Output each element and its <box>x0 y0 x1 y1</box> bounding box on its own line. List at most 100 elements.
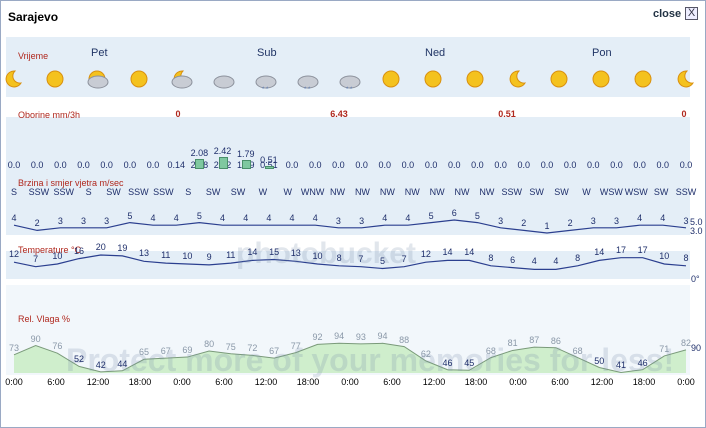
humidity-value: 86 <box>550 335 561 346</box>
day-label-sub: Sub <box>257 47 277 59</box>
wind-direction: SSW <box>675 187 697 197</box>
time-tick: 18:00 <box>464 377 488 387</box>
wind-speed-value: 3 <box>359 215 365 226</box>
wind-direction: WSW <box>599 187 623 197</box>
svg-text:* *: * * <box>304 87 311 91</box>
time-tick: 0:00 <box>341 377 359 387</box>
wind-direction: SSW <box>501 187 523 197</box>
watermark: Protect more of your memories for less! <box>66 342 675 378</box>
precip-bar <box>264 166 274 169</box>
close-icon[interactable]: X <box>685 7 698 20</box>
time-tick: 12:00 <box>422 377 446 387</box>
temperature-value: 6 <box>510 254 516 265</box>
temperature-value: 8 <box>488 252 494 263</box>
wind-direction: WSW <box>624 187 648 197</box>
moon-clear-icon <box>5 70 22 88</box>
wind-speed-value: 4 <box>289 213 295 224</box>
humidity-value: 71 <box>659 343 670 354</box>
section-humidity: Rel. Vlaga % <box>18 314 71 324</box>
precip-value: 0.0 <box>679 160 693 170</box>
humidity-value: 67 <box>160 346 171 357</box>
wind-axis-max: 5.0 <box>690 217 703 227</box>
close-link[interactable]: close <box>653 8 682 20</box>
wind-direction: W <box>258 187 268 197</box>
temperature-value: 10 <box>52 251 63 261</box>
wind-speed-value: 4 <box>637 213 643 224</box>
humidity-value: 68 <box>485 345 496 356</box>
watermark-logo: photobucket <box>236 237 416 270</box>
wind-direction: NW <box>429 187 445 197</box>
precip-bar <box>195 158 205 169</box>
precip-band <box>6 117 690 195</box>
wind-direction: NW <box>479 187 495 197</box>
humidity-axis-90: 90 <box>691 343 702 353</box>
temperature-value: 13 <box>139 248 150 259</box>
precip-value: 0.0 <box>30 160 44 170</box>
wind-direction: SW <box>230 187 246 197</box>
wind-speed-value: 5 <box>474 210 480 221</box>
humidity-value: 62 <box>420 348 431 359</box>
chart-lines <box>13 219 687 373</box>
section-wind: Brzina i smjer vjetra m/sec <box>18 178 124 188</box>
time-tick: 18:00 <box>296 377 320 387</box>
svg-text:* *: * * <box>262 87 269 91</box>
time-tick: 6:00 <box>383 377 401 387</box>
humidity-value: 76 <box>52 341 63 352</box>
wind-axis-min: 3.0 <box>690 226 703 236</box>
wind-speed-line <box>13 219 687 234</box>
svg-text:* *: * * <box>346 87 353 91</box>
wind-speed-value: 4 <box>150 213 156 224</box>
temperature-value: 8 <box>683 252 689 263</box>
temperature-value: 13 <box>290 248 301 259</box>
wind-speed-value: 4 <box>243 213 249 224</box>
wind-speed-value: 3 <box>104 215 110 226</box>
precip-value-label: 2.08 <box>190 147 209 158</box>
time-tick: 12:00 <box>590 377 614 387</box>
wind-speed-value: 4 <box>266 213 272 224</box>
sun-icon <box>592 70 610 88</box>
time-tick: 18:00 <box>128 377 152 387</box>
temperature-value: 4 <box>531 256 537 267</box>
precip-value: 0.0 <box>587 160 600 170</box>
humidity-line <box>13 342 687 373</box>
wind-direction: W <box>283 187 293 197</box>
precip-bar <box>241 160 251 169</box>
sun-icon <box>130 70 148 88</box>
temperature-value: 16 <box>74 245 85 256</box>
precip-value: 0.0 <box>563 160 577 170</box>
temperature-value: 7 <box>33 253 39 264</box>
temperature-value: 11 <box>226 250 236 261</box>
temperature-value: 12 <box>8 249 20 260</box>
wind-direction: SSW <box>28 187 50 197</box>
humidity-value: 65 <box>139 347 150 358</box>
wind-speed-value: 3 <box>57 215 63 226</box>
wind-speed-value: 4 <box>660 213 666 224</box>
wind-band <box>6 185 690 235</box>
sun-icon <box>466 70 484 88</box>
wind-speed-value: 2 <box>34 218 40 229</box>
humidity-value: 52 <box>74 354 85 365</box>
humidity-value: 67 <box>269 346 280 357</box>
sun-icon <box>46 70 64 88</box>
humidity-value: 94 <box>377 331 388 342</box>
humidity-value: 77 <box>290 340 301 351</box>
forecast-panel: Vrijeme Oborine mm/3h Brzina i smjer vje… <box>5 37 703 393</box>
sun-icon <box>634 70 652 88</box>
wind-speed-value: 3 <box>335 215 341 226</box>
humidity-value: 42 <box>95 359 106 370</box>
time-tick: 6:00 <box>215 377 233 387</box>
time-tick: 0:00 <box>173 377 191 387</box>
section-weather: Vrijeme <box>18 51 49 61</box>
precip-value: 0.0 <box>494 160 507 170</box>
wind-speed-value: 6 <box>451 208 457 218</box>
precip-value: 0.0 <box>308 160 322 170</box>
precip-day-total: 6.43 <box>330 109 348 119</box>
precip-value: 0.0 <box>378 160 392 170</box>
time-tick: 6:00 <box>47 377 65 387</box>
cloud-icon <box>213 75 235 89</box>
wind-speed-value: 5 <box>127 210 133 221</box>
wind-direction: SSW <box>153 187 174 197</box>
day-label-ned: Ned <box>425 47 446 59</box>
humidity-value: 81 <box>507 338 518 349</box>
wind-speed-value: 2 <box>567 218 573 229</box>
